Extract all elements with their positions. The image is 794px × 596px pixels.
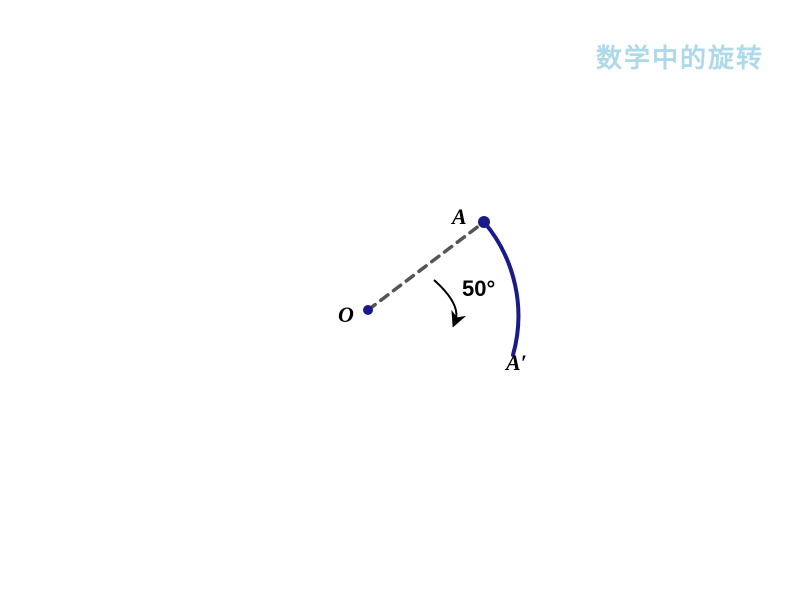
rotation-arrow <box>434 280 456 322</box>
point-O <box>363 305 373 315</box>
angle-label: 50° <box>462 276 495 302</box>
label-O: O <box>338 302 354 328</box>
label-A-prime: A′ <box>506 350 527 376</box>
rotation-diagram <box>0 0 794 596</box>
point-A <box>478 216 490 228</box>
label-A: A <box>452 204 467 230</box>
